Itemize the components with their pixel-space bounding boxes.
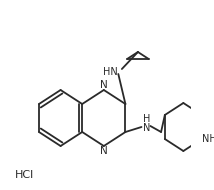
- Text: N: N: [143, 123, 150, 133]
- Text: NH: NH: [202, 134, 214, 144]
- Text: N: N: [100, 80, 108, 90]
- Text: N: N: [100, 146, 108, 156]
- Text: H: H: [143, 114, 150, 124]
- Text: HCl: HCl: [15, 170, 35, 180]
- Text: HN: HN: [103, 67, 118, 77]
